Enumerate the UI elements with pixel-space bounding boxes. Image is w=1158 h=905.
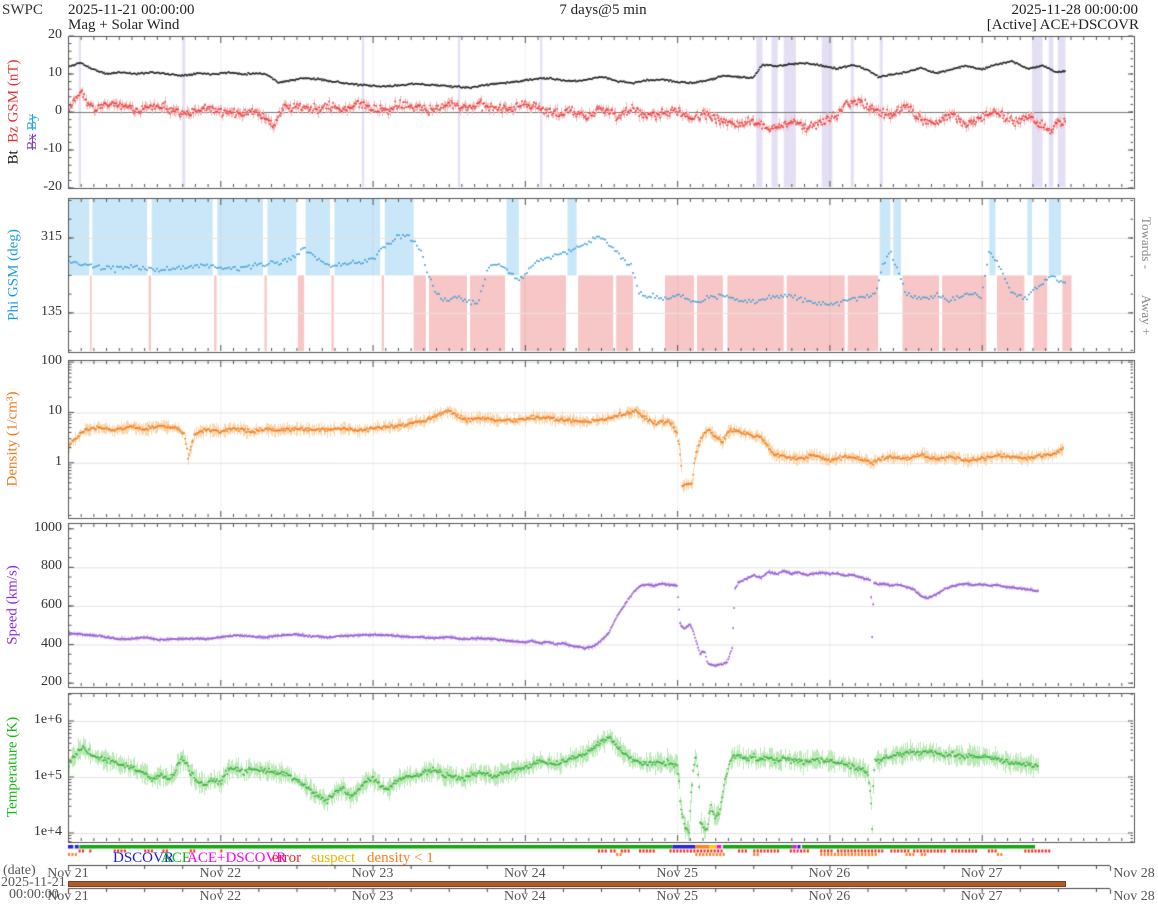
footer-start-time: 00:00:00 <box>9 887 59 902</box>
date-label-row1-6: Nov 27 <box>960 866 1003 881</box>
panel3-ytick-10: 10 <box>48 403 62 419</box>
date-label-row2-7: Nov 28 <box>1113 889 1155 904</box>
panel1-ytick--20: -20 <box>43 179 62 194</box>
date-label-row2-1: Nov 22 <box>199 889 242 904</box>
date-label-row2-6: Nov 27 <box>960 889 1003 904</box>
legend-item-suspect: suspect <box>311 850 356 866</box>
panel1-ytick-20: 20 <box>48 27 62 42</box>
legend-item-error: error <box>272 850 302 866</box>
date-label-row2-0: Nov 21 <box>47 889 89 904</box>
panel5-ytick-1e+6: 1e+6 <box>33 711 62 727</box>
date-label-row1-2: Nov 23 <box>351 866 394 881</box>
panel4-ytick-800: 800 <box>41 558 62 574</box>
date-axis-label: (date) <box>3 863 36 878</box>
panel4-ytick-1000: 1000 <box>34 519 62 535</box>
away-label: Away + <box>1139 294 1154 336</box>
date-label-row2-3: Nov 24 <box>504 889 546 904</box>
panel1-ytick--10: -10 <box>43 141 62 156</box>
towards-label: Towards - <box>1139 216 1154 270</box>
legend-item-ace-dscovr: ACE+DSCOVR <box>187 850 287 866</box>
legend-item-dscovr: DSCOVR <box>113 850 174 866</box>
date-label-row2-4: Nov 25 <box>656 889 698 904</box>
panel2-ytick-315: 315 <box>41 228 62 244</box>
date-label-row1-4: Nov 25 <box>656 866 698 881</box>
panel5-ytick-1e+5: 1e+5 <box>33 767 62 783</box>
time-range-slider[interactable] <box>68 881 1066 887</box>
end-datetime: 2025-11-28 00:00:00 <box>1011 2 1138 18</box>
date-label-row1-7: Nov 28 <box>1113 866 1155 881</box>
date-label-row1-0: Nov 21 <box>47 866 89 881</box>
panel1-ytick-10: 10 <box>48 65 62 80</box>
panel1-ytick-0: 0 <box>55 103 62 118</box>
date-label-row2-5: Nov 26 <box>808 889 851 904</box>
start-datetime: 2025-11-21 00:00:00 <box>68 2 195 18</box>
panel3-ytick-1: 1 <box>55 453 62 469</box>
footer-start-date: 2025-11-21 <box>1 875 66 890</box>
interval-label: 7 days@5 min <box>559 2 647 18</box>
panel4-ytick-200: 200 <box>41 674 62 690</box>
panel4-ytick-600: 600 <box>41 596 62 612</box>
panel5-ytick-1e+4: 1e+4 <box>33 823 62 839</box>
active-source-label: [Active] ACE+DSCOVR <box>986 17 1139 33</box>
legend-item-density-1: density < 1 <box>367 850 434 866</box>
plot-title: Mag + Solar Wind <box>68 17 180 33</box>
date-label-row2-2: Nov 23 <box>351 889 394 904</box>
date-label-row1-3: Nov 24 <box>504 866 546 881</box>
panel3-ytick-100: 100 <box>41 353 62 369</box>
panel2-ytick-135: 135 <box>41 303 62 319</box>
date-label-row1-5: Nov 26 <box>808 866 851 881</box>
legend-item-ace: ACE <box>161 850 191 866</box>
swpc-logo: SWPC <box>2 2 43 18</box>
date-label-row1-1: Nov 22 <box>199 866 242 881</box>
panel4-ytick-400: 400 <box>41 635 62 651</box>
